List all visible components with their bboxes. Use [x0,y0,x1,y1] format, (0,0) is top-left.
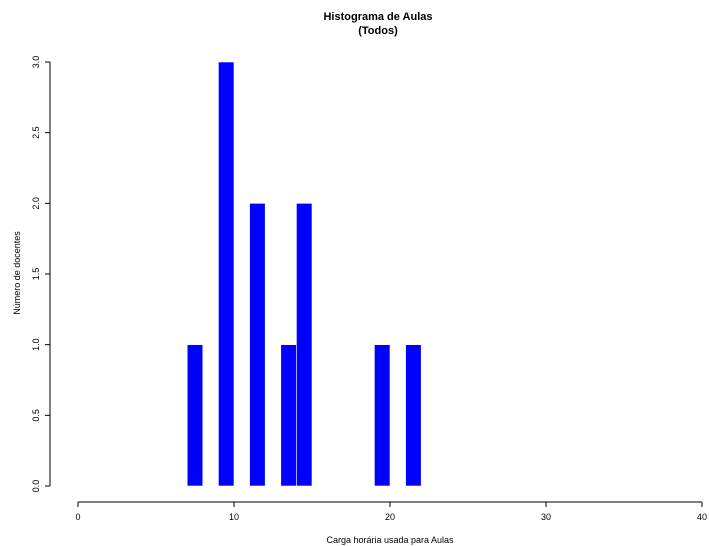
histogram-bar [218,61,235,487]
y-axis-label: Número de docentes [12,231,22,315]
y-tick-label: 0.0 [31,480,41,493]
y-tick-label: 1.0 [31,338,41,351]
x-tick-label: 40 [697,512,707,522]
chart-subtitle: (Todos) [358,25,398,37]
y-tick-label: 3.0 [31,56,41,69]
histogram-bar [186,344,204,487]
histogram-bar [249,203,266,487]
bars-group [186,61,422,487]
y-tick-label: 2.5 [31,126,41,139]
chart-title: Histograma de Aulas [323,11,432,23]
histogram-bar [405,344,422,487]
histogram-bar [280,344,297,487]
y-tick-label: 2.0 [31,197,41,210]
x-tick-label: 10 [229,512,239,522]
x-axis-label: Carga horária usada para Aulas [326,535,454,545]
x-axis: 0 10 20 30 40 [75,501,707,522]
y-tick-label: 0.5 [31,409,41,422]
x-tick-label: 30 [541,512,551,522]
y-tick-label: 1.5 [31,268,41,281]
histogram-bar [374,344,391,487]
x-tick-label: 0 [75,512,80,522]
x-tick-label: 20 [385,512,395,522]
y-axis: 0.0 0.5 1.0 1.5 2.0 2.5 3.0 [31,56,51,493]
histogram-bar [296,203,313,487]
